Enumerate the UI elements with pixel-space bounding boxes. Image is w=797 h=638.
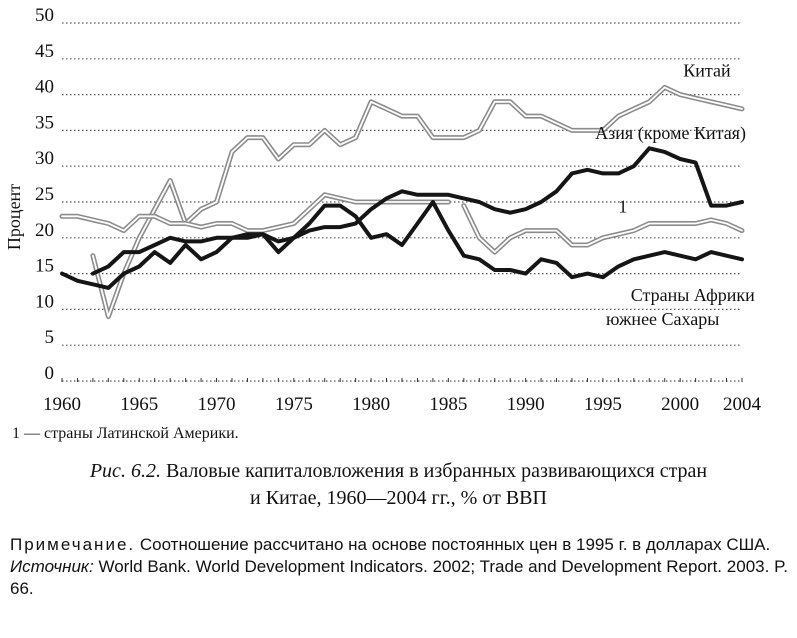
note-label: Примечание.: [10, 535, 136, 554]
axis-ticks: 0 5 10 15 20 25 30 35 40 45 50 1960 1965 1970 1975 1980…: [35, 5, 762, 415]
x-tick-label: 1960: [43, 394, 81, 415]
series-lines: [59, 84, 745, 320]
y-tick-label: 30: [35, 148, 54, 169]
y-tick-label: 20: [35, 220, 54, 241]
series-line-thick: [90, 146, 744, 276]
series-annotation: 1: [618, 197, 627, 217]
caption-line-1: Валовые капиталовложения в избранных раз…: [165, 460, 708, 482]
x-tick-label: 1965: [120, 394, 158, 415]
series-annotation: Страны Африки: [631, 285, 755, 305]
series-line-inner: [462, 204, 743, 254]
x-tick-label: 1975: [275, 394, 313, 415]
x-tick-label: 1990: [507, 394, 545, 415]
y-tick-label: 45: [35, 41, 54, 62]
y-tick-label: 35: [35, 112, 54, 133]
x-tick-label: 2004: [723, 394, 762, 415]
x-tick-label: 1985: [429, 394, 467, 415]
y-tick-label: 5: [45, 327, 55, 348]
source-label: Источник:: [10, 557, 94, 576]
notes-block: Примечание. Соотношение рассчитано на ос…: [10, 534, 788, 600]
y-tick-label: 50: [35, 5, 54, 26]
series-annotation: Азия (кроме Китая): [595, 123, 746, 144]
series-line-inner: [92, 86, 743, 318]
figure-caption: Рис. 6.2. Валовые капиталовложения в изб…: [0, 458, 797, 512]
series-annotation: южнее Сахары: [606, 309, 719, 329]
y-tick-label: 15: [35, 256, 54, 277]
source-paragraph: Источник: World Bank. World Development …: [10, 556, 788, 600]
figure-number: Рис. 6.2.: [89, 460, 161, 482]
x-tick-label: 2000: [661, 394, 699, 415]
y-tick-label: 40: [35, 77, 54, 98]
grid-lines: [62, 22, 742, 382]
source-text: World Bank. World Development Indicators…: [10, 557, 788, 598]
y-tick-label: 25: [35, 184, 54, 205]
series-annotations: Китай Азия (кроме Китая) 1 Страны Африки южн…: [595, 61, 755, 329]
y-tick-label: 10: [35, 291, 54, 312]
caption-line-2: и Китае, 1960—2004 гг., % от ВВП: [250, 487, 547, 509]
y-tick-label: 0: [45, 363, 55, 384]
series-annotation: Китай: [683, 61, 731, 81]
series-line-outer: [59, 192, 451, 234]
y-axis-title: Процент: [4, 184, 24, 250]
footnote: 1 — страны Латинской Америки.: [12, 425, 239, 442]
x-tick-label: 1995: [584, 394, 622, 415]
x-tick-label: 1970: [198, 394, 236, 415]
investment-chart: 0 5 10 15 20 25 30 35 40 45 50 1960 1965 1970 1975 1980…: [4, 5, 762, 415]
series-line-thick: [60, 200, 744, 290]
note-paragraph: Примечание. Соотношение рассчитано на ос…: [10, 534, 788, 556]
note-text: Соотношение рассчитано на основе постоян…: [139, 535, 771, 554]
x-tick-label: 1980: [352, 394, 390, 415]
